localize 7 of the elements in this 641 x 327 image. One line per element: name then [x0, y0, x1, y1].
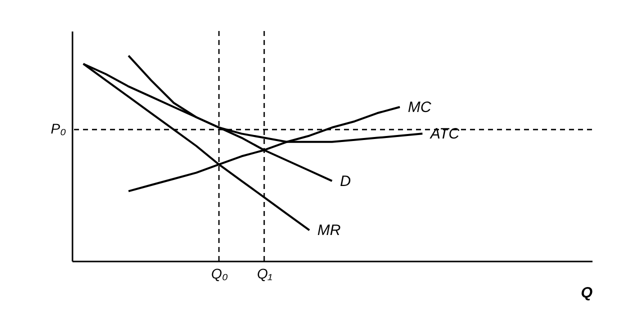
x-tick-label: Q₁ [257, 266, 273, 282]
series-label: MR [317, 222, 341, 240]
x-axis-title: Q [580, 284, 593, 302]
series-label: D [340, 172, 351, 190]
ref-line-label: P₀ [50, 120, 66, 137]
series-label: MC [408, 98, 432, 116]
x-tick-label: Q₀ [211, 266, 228, 282]
